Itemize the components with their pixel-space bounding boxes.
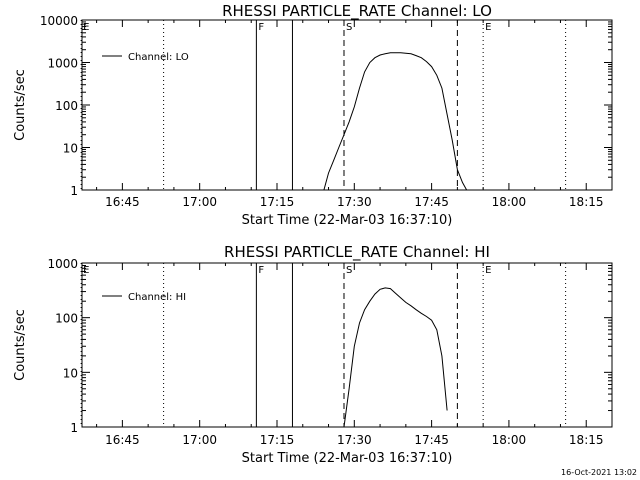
event-marker-label: E: [485, 22, 491, 33]
panel-lo: RHESSI PARTICLE_RATE Channel: LO 1 10 100 10…: [13, 2, 613, 228]
series-line: [323, 52, 468, 190]
x-tick-label: 18:15: [569, 195, 604, 209]
x-tick-label: 18:15: [569, 433, 604, 447]
x-tick-label: 17:00: [182, 195, 217, 209]
x-tick-label: 17:45: [414, 195, 449, 209]
x-tick-label: 17:15: [260, 433, 295, 447]
x-tick-label: 17:30: [337, 433, 372, 447]
chart-title: RHESSI PARTICLE_RATE Channel: HI: [224, 243, 490, 262]
x-tick-label: 17:45: [414, 433, 449, 447]
event-marker-label: S: [346, 265, 352, 276]
y-tick-label: 1000: [47, 257, 78, 271]
y-tick-label: 1: [70, 184, 78, 198]
event-marker-label: F: [258, 22, 264, 33]
plot-frame: [81, 262, 613, 428]
y-tick-label: 10: [63, 366, 78, 380]
x-tick-label: 18:00: [492, 195, 527, 209]
x-tick-label: 17:00: [182, 433, 217, 447]
x-tick-label: 17:30: [337, 195, 372, 209]
x-tick-label: 17:15: [260, 195, 295, 209]
y-tick-label: 10000: [40, 14, 78, 28]
y-tick-label: 100: [55, 99, 78, 113]
panel-hi: RHESSI PARTICLE_RATE Channel: HI 1 10 100 10…: [13, 243, 613, 466]
event-marker-label: F: [258, 265, 264, 276]
y-tick-label: 1000: [47, 57, 78, 71]
series-line: [343, 287, 448, 427]
event-marker-label: E: [485, 265, 491, 276]
x-axis-label: Start Time (22-Mar-03 16:37:10): [242, 451, 453, 466]
x-axis-label: Start Time (22-Mar-03 16:37:10): [242, 213, 453, 228]
x-tick-label: 16:45: [105, 195, 140, 209]
legend-entry: Channel: LO: [128, 52, 189, 63]
y-axis-label: Counts/sec: [13, 309, 28, 381]
legend-entry: Channel: HI: [128, 292, 186, 303]
timestamp: 16-Oct-2021 13:02: [561, 468, 637, 477]
y-tick-label: 10: [63, 142, 78, 156]
chart-title: RHESSI PARTICLE_RATE Channel: LO: [222, 2, 492, 21]
y-tick-label: 100: [55, 312, 78, 326]
x-tick-label: 18:00: [492, 433, 527, 447]
event-marker-label: E: [83, 22, 89, 33]
y-axis-label: Counts/sec: [13, 69, 28, 141]
y-tick-label: 1: [70, 421, 78, 435]
x-tick-label: 16:45: [105, 433, 140, 447]
event-marker-label: E: [83, 265, 89, 276]
event-marker-label: S: [346, 22, 352, 33]
